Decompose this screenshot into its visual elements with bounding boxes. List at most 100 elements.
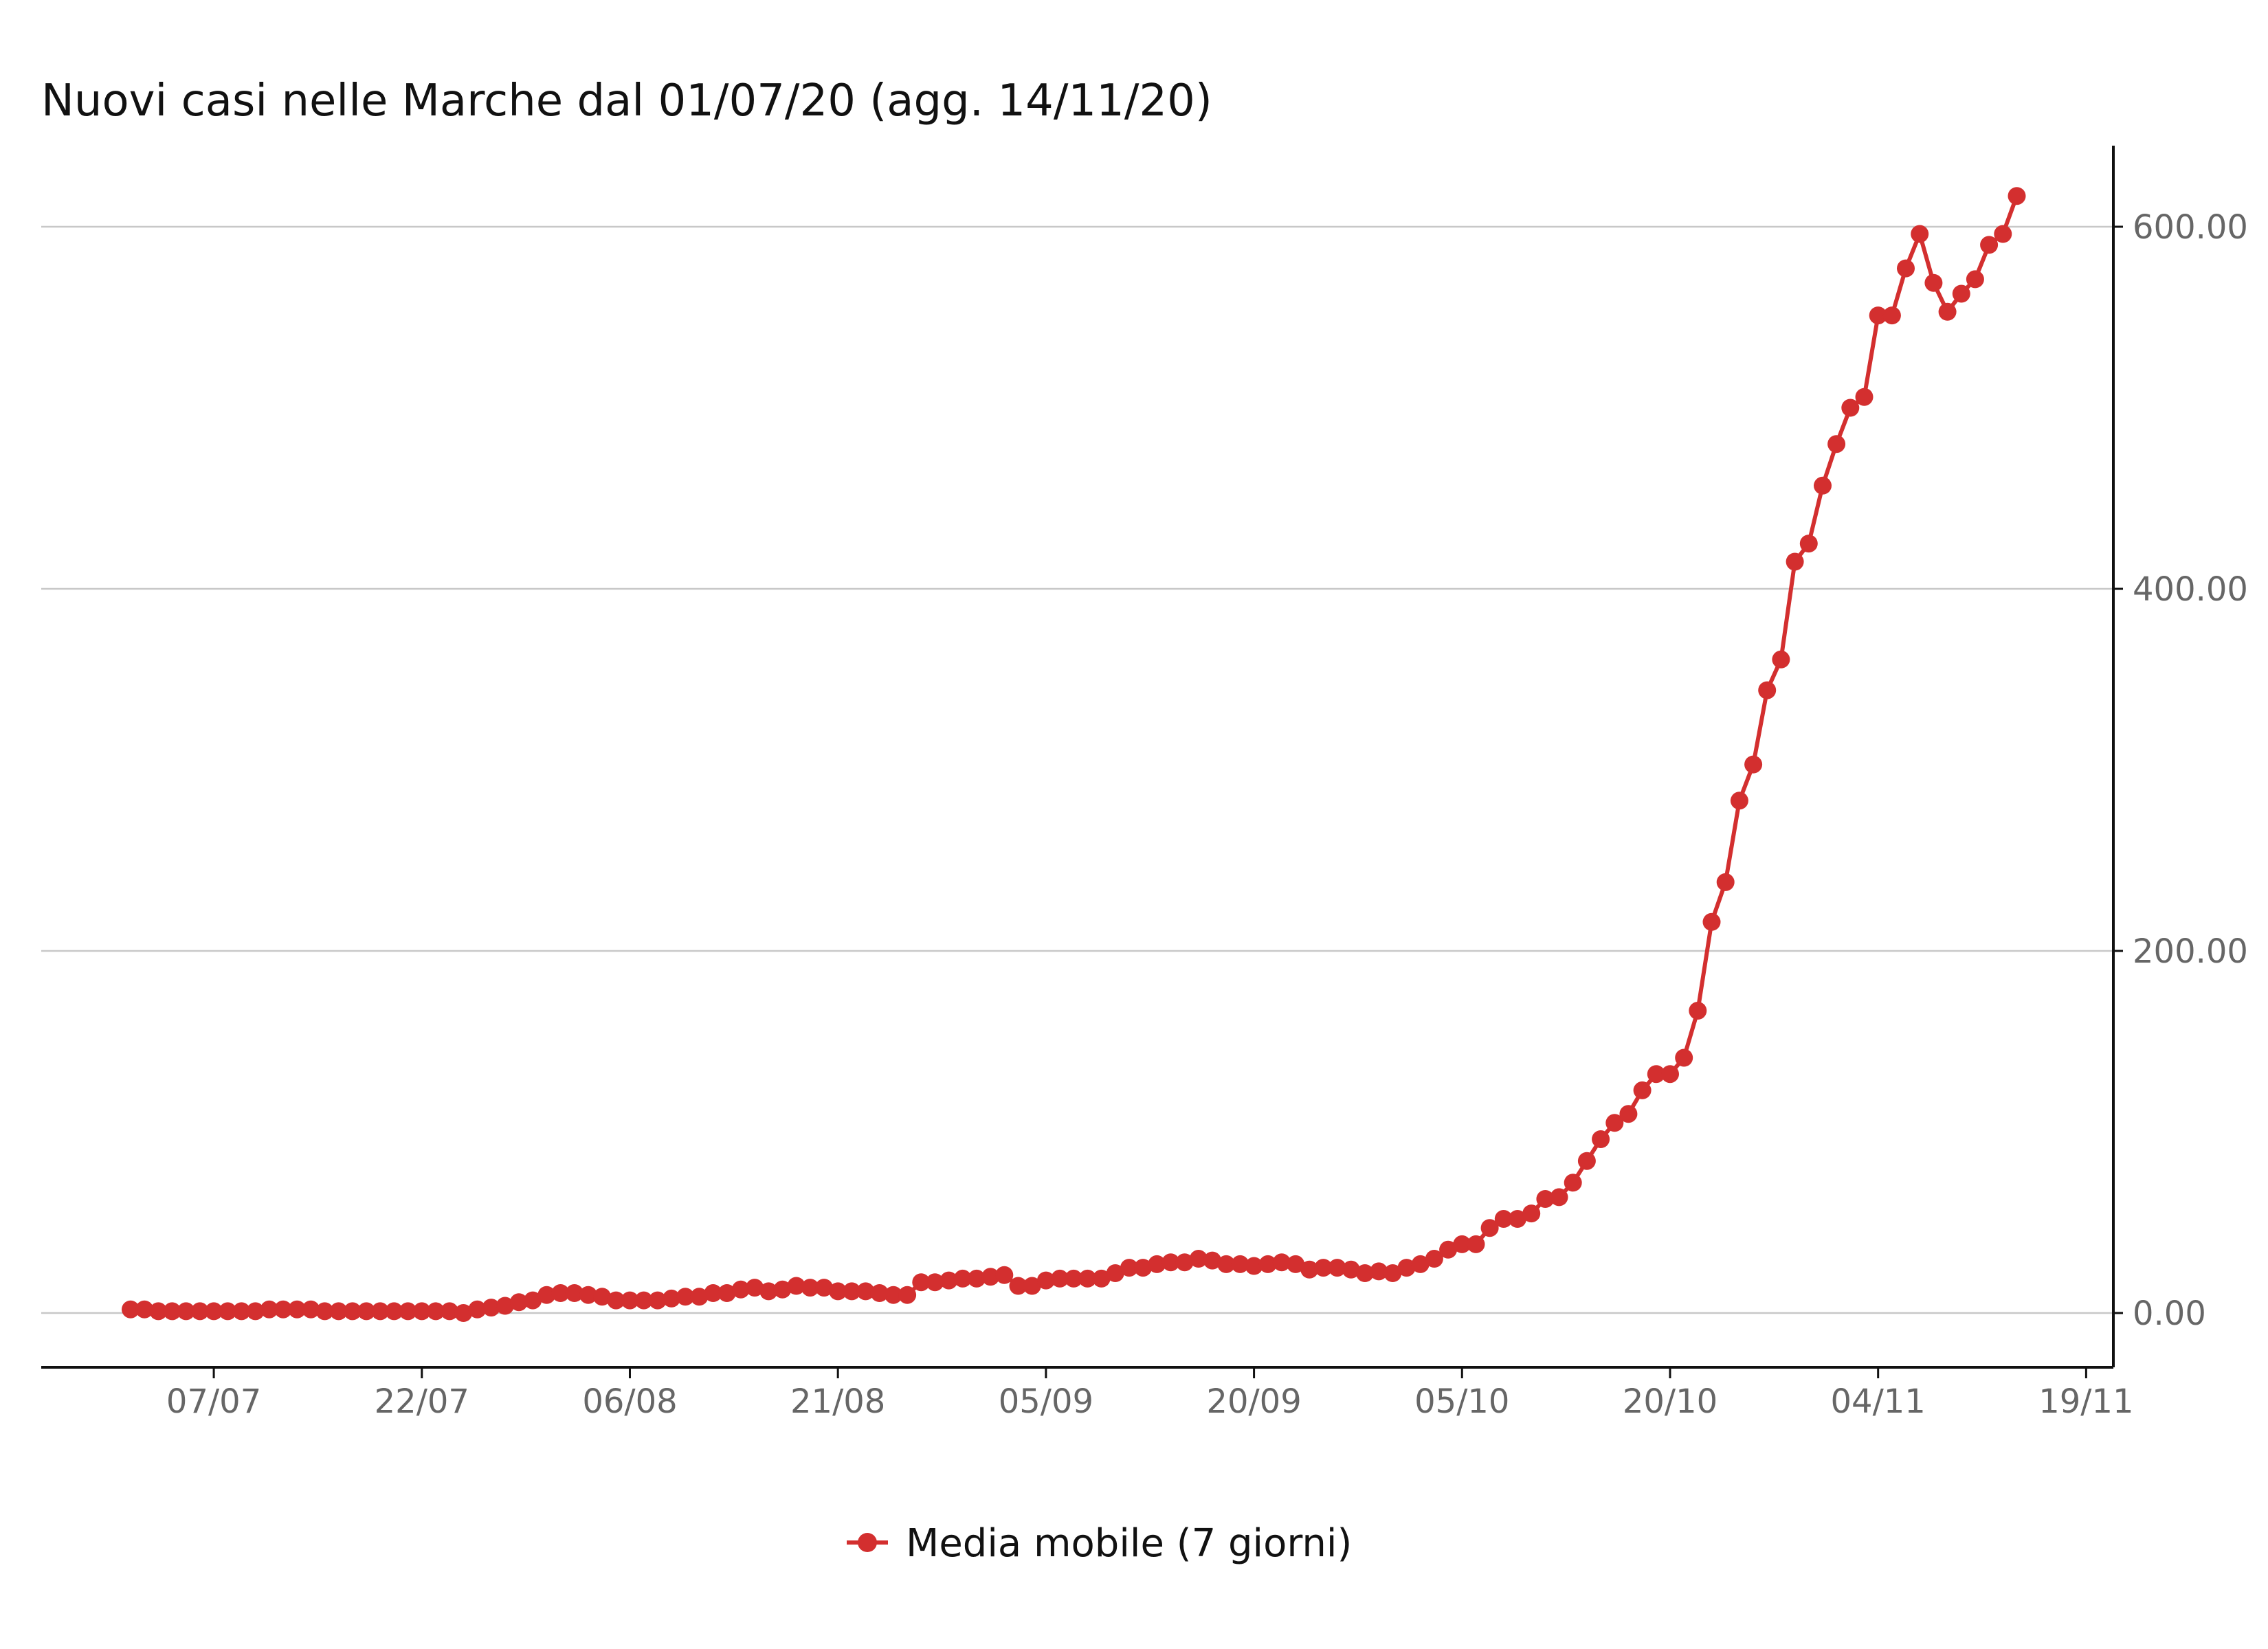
data-point	[1231, 1255, 1249, 1273]
data-point	[288, 1300, 307, 1319]
y-tick-label: 200.00	[2133, 932, 2248, 971]
x-tick-label: 05/10	[1414, 1382, 1509, 1421]
y-tick-label: 400.00	[2133, 570, 2248, 609]
data-point	[135, 1300, 154, 1319]
data-point	[1661, 1065, 1679, 1084]
data-point	[190, 1302, 209, 1321]
data-point	[1522, 1204, 1541, 1223]
data-point	[981, 1268, 1000, 1286]
data-point	[1647, 1065, 1665, 1084]
data-point	[746, 1279, 764, 1297]
data-point	[1577, 1152, 1596, 1170]
data-point	[1716, 873, 1735, 891]
data-point	[1924, 273, 1943, 292]
data-point	[815, 1279, 833, 1297]
data-point	[1425, 1250, 1443, 1268]
data-point	[1383, 1264, 1402, 1282]
data-point	[1397, 1259, 1416, 1277]
data-point	[898, 1286, 917, 1304]
x-tick-label: 20/10	[1623, 1382, 1717, 1421]
data-point	[1453, 1235, 1471, 1253]
data-point	[1633, 1081, 1652, 1099]
data-point	[551, 1284, 570, 1302]
gridlines	[41, 225, 2113, 1314]
data-point	[940, 1271, 958, 1290]
data-point	[524, 1291, 542, 1310]
data-point	[1065, 1269, 1083, 1288]
data-point	[801, 1279, 819, 1297]
data-point	[1786, 552, 1804, 571]
data-point	[1175, 1253, 1194, 1272]
data-point	[1439, 1240, 1458, 1259]
data-point	[385, 1302, 403, 1321]
data-point	[1564, 1174, 1582, 1192]
data-point	[1536, 1190, 1555, 1208]
data-point	[1287, 1255, 1305, 1273]
data-point	[1258, 1255, 1277, 1273]
x-tick-label: 07/07	[166, 1382, 261, 1421]
legend: Media mobile (7 giorni)	[847, 1521, 1352, 1566]
data-point	[968, 1269, 986, 1288]
data-point	[1827, 435, 1846, 453]
data-point	[302, 1300, 320, 1319]
data-point	[1370, 1262, 1388, 1281]
y-tick-label: 600.00	[2133, 208, 2248, 247]
data-point	[1467, 1235, 1485, 1253]
data-point	[427, 1302, 445, 1321]
data-point	[1619, 1105, 1638, 1123]
data-point	[2008, 187, 2026, 205]
data-point	[329, 1302, 348, 1321]
data-point	[357, 1302, 376, 1321]
data-point	[315, 1302, 334, 1321]
data-point	[607, 1291, 625, 1310]
data-point	[122, 1300, 140, 1319]
data-point	[676, 1288, 695, 1306]
data-point	[1342, 1260, 1360, 1279]
data-point	[1411, 1255, 1430, 1273]
legend-label: Media mobile (7 giorni)	[906, 1521, 1352, 1566]
data-point	[246, 1302, 265, 1321]
data-point	[1300, 1260, 1319, 1279]
data-point	[1689, 1002, 1707, 1020]
data-point	[1550, 1188, 1568, 1207]
data-point	[205, 1302, 223, 1321]
data-point	[1009, 1277, 1027, 1295]
data-point	[856, 1282, 875, 1301]
data-point	[731, 1280, 750, 1299]
x-tick-label: 21/08	[790, 1382, 885, 1421]
series-line	[131, 195, 2019, 1315]
data-point	[1994, 225, 2012, 243]
y-axis-ticks: 0.00 200.00 400.00 600.00	[2113, 208, 2248, 1333]
data-point	[1023, 1277, 1041, 1295]
data-point	[565, 1284, 583, 1302]
data-point	[579, 1286, 597, 1304]
data-point	[1203, 1251, 1221, 1270]
data-point	[621, 1291, 639, 1310]
data-point	[232, 1302, 251, 1321]
data-point	[1494, 1210, 1513, 1228]
data-point	[1051, 1269, 1069, 1288]
data-point	[1911, 225, 1929, 243]
data-point	[1980, 236, 1999, 254]
data-point	[1272, 1253, 1291, 1272]
data-point	[163, 1302, 181, 1321]
data-point	[468, 1300, 487, 1319]
x-axis-ticks: 07/07 22/07 06/08 21/08 05/09 20/09 05/10 20/10…	[166, 1367, 2134, 1421]
data-point	[718, 1284, 736, 1302]
data-point	[1938, 302, 1957, 321]
data-point	[496, 1297, 514, 1315]
data-point	[1966, 270, 1984, 289]
data-point	[1772, 650, 1790, 669]
data-point	[371, 1302, 390, 1321]
data-point	[690, 1288, 709, 1306]
data-point	[648, 1291, 667, 1310]
data-point	[884, 1286, 902, 1304]
x-tick-label: 05/09	[999, 1382, 1093, 1421]
x-tick-label: 19/11	[2038, 1382, 2133, 1421]
data-point	[1730, 792, 1748, 810]
data-point	[1882, 306, 1901, 325]
data-point	[1078, 1269, 1097, 1288]
data-point	[1328, 1259, 1346, 1277]
data-point	[1744, 755, 1763, 774]
